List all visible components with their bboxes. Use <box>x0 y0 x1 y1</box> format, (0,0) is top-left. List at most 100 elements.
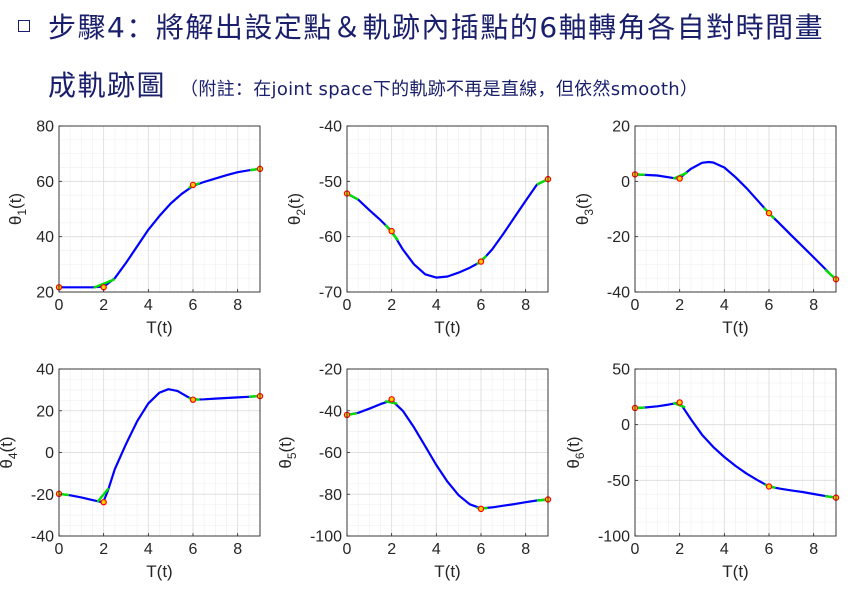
x-tick-label: 4 <box>144 297 153 314</box>
bullet-marker <box>18 20 30 32</box>
y-tick-label: -40 <box>319 403 342 420</box>
chart-5: 0 2 4 6 8 -100 -80 -60 -40 -20 T(t) θ5(t) <box>276 362 552 581</box>
y-axis-label: θ3(t) <box>573 193 596 225</box>
y-tick-label: -20 <box>319 362 342 379</box>
x-axis-label: T(t) <box>434 318 460 337</box>
y-axis-label-suffix: (t) <box>0 436 16 452</box>
set-point <box>388 227 395 235</box>
x-tick-label: 2 <box>99 297 108 314</box>
y-axis-label-suffix: (t) <box>285 193 304 209</box>
set-point <box>676 175 683 182</box>
chart-1: 0 2 4 6 8 20 40 60 80 T(t) θ1(t) <box>6 119 264 337</box>
x-tick-label: 4 <box>720 541 729 558</box>
y-axis-label-subscript: 4 <box>6 452 20 459</box>
y-axis-label-suffix: (t) <box>573 193 592 209</box>
y-tick-label: 40 <box>36 229 54 246</box>
y-tick-label: 0 <box>45 445 54 462</box>
axes-frame <box>346 125 549 293</box>
x-tick-label: 2 <box>387 297 396 314</box>
x-tick-label: 4 <box>432 541 441 558</box>
chart-2: 0 2 4 6 8-70-60-50-40T(t)θ2(t) <box>285 119 552 337</box>
y-tick-label: -60 <box>319 445 342 462</box>
axes-frame <box>58 125 261 293</box>
x-tick-label: 6 <box>189 297 198 314</box>
y-tick-label: 40 <box>36 362 54 379</box>
x-tick-label: 8 <box>521 297 530 314</box>
y-axis-label: θ6(t) <box>564 436 587 468</box>
x-tick-label: 8 <box>233 541 242 558</box>
x-axis-label: T(t) <box>722 318 748 337</box>
x-tick-label: 2 <box>675 541 684 558</box>
y-axis-label-subscript: 1 <box>15 209 29 216</box>
y-tick-label: -100 <box>310 529 342 546</box>
y-tick-label: -50 <box>319 174 342 191</box>
x-tick-label: 0 <box>55 297 64 314</box>
x-tick-label: 0 <box>343 541 352 558</box>
y-tick-label: -60 <box>319 229 342 246</box>
x-tick-label: 6 <box>765 297 774 314</box>
x-axis-label: T(t) <box>146 562 172 581</box>
y-axis-label-suffix: (t) <box>6 193 25 209</box>
y-tick-label: 20 <box>36 403 54 420</box>
x-tick-label: 6 <box>477 541 486 558</box>
slide-title-line2-main: 成軌跡圖 <box>48 69 167 102</box>
x-tick-label: 4 <box>144 541 153 558</box>
slide-title-line1: 步驟4：將解出設定點＆軌跡內插點的6軸轉角各自對時間畫 <box>48 11 825 44</box>
y-tick-label: 0 <box>621 174 630 191</box>
x-tick-label: 0 <box>55 541 64 558</box>
set-point <box>189 396 197 403</box>
y-tick-label: 50 <box>612 362 630 379</box>
x-axis-label: T(t) <box>146 318 172 337</box>
y-axis-label-subscript: 5 <box>285 452 299 459</box>
y-axis-label-subscript: 2 <box>294 209 308 216</box>
y-axis-label-subscript: 6 <box>573 452 587 459</box>
x-tick-label: 8 <box>521 541 530 558</box>
y-tick-label: -80 <box>319 487 342 504</box>
y-axis-label-suffix: (t) <box>276 436 295 452</box>
x-tick-label: 0 <box>631 297 640 314</box>
y-tick-label: 80 <box>36 119 54 136</box>
x-axis-label: T(t) <box>722 562 748 581</box>
set-point <box>765 483 773 490</box>
y-axis-label-symbol: θ <box>564 459 583 468</box>
x-tick-label: 8 <box>809 297 818 314</box>
y-tick-label: -40 <box>607 285 630 302</box>
y-tick-label: -70 <box>319 285 342 302</box>
y-axis-label-symbol: θ <box>6 216 25 225</box>
y-axis-label: θ1(t) <box>6 193 29 225</box>
trajectory-line <box>634 401 837 499</box>
y-axis-label-symbol: θ <box>285 216 304 225</box>
x-tick-label: 6 <box>477 297 486 314</box>
x-tick-label: 8 <box>809 541 818 558</box>
slide-title-note: （附註：在joint space下的軌跡不再是直線，但依然smooth） <box>180 79 699 100</box>
set-point <box>676 399 683 406</box>
y-tick-label: -40 <box>31 529 54 546</box>
y-tick-label: -20 <box>607 229 630 246</box>
set-point <box>477 258 485 265</box>
x-tick-label: 6 <box>765 541 774 558</box>
y-axis-label: θ4(t) <box>0 436 20 468</box>
y-tick-label: 20 <box>36 285 54 302</box>
x-tick-label: 0 <box>343 297 352 314</box>
set-point <box>765 209 773 217</box>
y-tick-label: -40 <box>319 119 342 136</box>
y-axis-label-subscript: 3 <box>582 209 596 216</box>
x-tick-label: 0 <box>631 541 640 558</box>
x-tick-label: 2 <box>387 541 396 558</box>
y-tick-label: -50 <box>607 473 630 490</box>
y-tick-label: 0 <box>621 417 630 434</box>
set-point <box>477 505 485 513</box>
set-point <box>189 181 197 189</box>
trajectory-line <box>346 399 549 510</box>
set-point <box>100 498 107 506</box>
y-tick-label: -20 <box>31 487 54 504</box>
x-tick-label: 4 <box>432 297 441 314</box>
set-point <box>388 396 395 403</box>
y-tick-label: 60 <box>36 174 54 191</box>
axes-frame <box>634 368 837 537</box>
axes-frame <box>634 125 837 293</box>
y-axis-label-suffix: (t) <box>564 436 583 452</box>
